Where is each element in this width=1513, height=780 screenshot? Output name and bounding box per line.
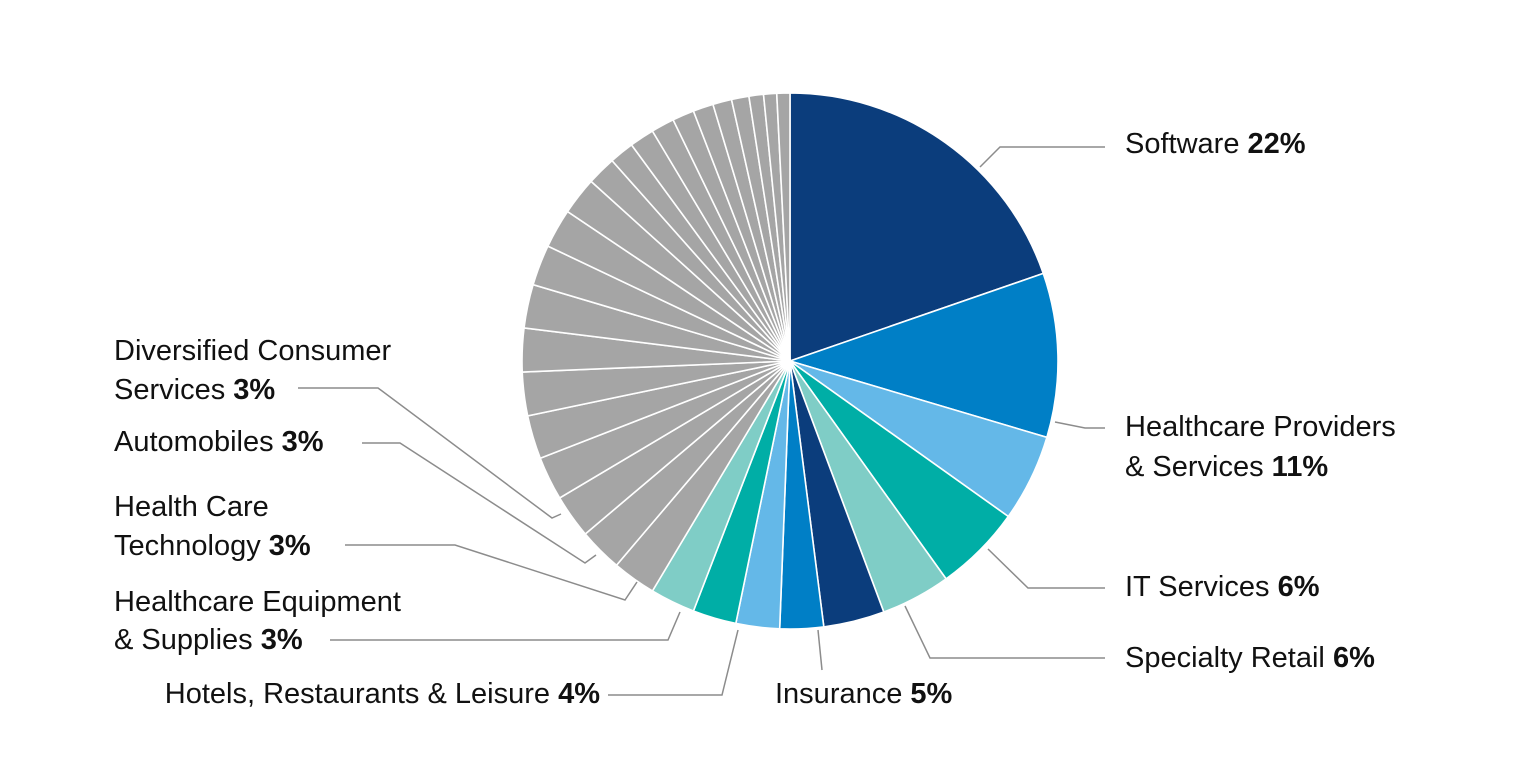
leader-lines	[298, 146, 1105, 696]
leader-line-it-services	[987, 548, 1105, 589]
label-software: Software 22%	[1125, 128, 1306, 160]
slice-healthcare-providers-and-services	[787, 272, 1059, 439]
label-percent: 4%	[558, 678, 600, 710]
leader-line-software	[979, 146, 1105, 168]
label-percent: 11%	[1272, 451, 1329, 483]
slice-software	[789, 92, 1045, 363]
label-percent: 3%	[233, 374, 275, 406]
leader-line-healthcare-equipment-and-supplies	[330, 611, 681, 641]
label-text: Healthcare Equipment	[114, 586, 401, 618]
label-percent: 3%	[282, 426, 324, 458]
label-text: Software 22%	[1125, 128, 1306, 160]
leader-line-automobiles	[362, 442, 597, 564]
label-text: Hotels, Restaurants & Leisure 4%	[165, 678, 600, 710]
label-percent: 22%	[1248, 128, 1306, 160]
leader-line-diversified-consumer-services	[298, 387, 562, 519]
leader-line-health-care-technology	[345, 544, 638, 601]
label-automobiles: Automobiles 3%	[114, 426, 324, 458]
label-healthcare-providers-and-services: Healthcare Providers & Services 11%	[1125, 411, 1396, 483]
label-text: & Services 11%	[1125, 451, 1328, 483]
label-text: Insurance 5%	[775, 678, 953, 710]
label-text: Health Care	[114, 491, 269, 523]
leader-line-hotels-restaurants-and-leisure	[608, 629, 739, 696]
label-insurance: Insurance 5%	[775, 678, 953, 710]
label-text: Diversified Consumer	[114, 335, 392, 367]
label-text: Technology 3%	[114, 530, 311, 562]
label-it-services: IT Services 6%	[1125, 571, 1320, 603]
slice-other-22	[775, 92, 791, 362]
leader-line-specialty-retail	[904, 605, 1105, 659]
leader-line-healthcare-providers-and-services	[1054, 421, 1105, 429]
label-healthcare-equipment-and-supplies: Healthcare Equipment & Supplies 3%	[114, 586, 401, 656]
label-percent: 3%	[261, 624, 303, 656]
label-text: Specialty Retail 6%	[1125, 642, 1375, 674]
label-text: Healthcare Providers	[1125, 411, 1396, 443]
label-percent: 6%	[1333, 642, 1375, 674]
slice-labels: Software 22% Healthcare Providers & Servic…	[114, 128, 1396, 710]
label-hotels-restaurants-and-leisure: Hotels, Restaurants & Leisure 4%	[165, 678, 600, 710]
label-text: IT Services 6%	[1125, 571, 1320, 603]
label-percent: 3%	[269, 530, 311, 562]
label-text: Automobiles 3%	[114, 426, 324, 458]
label-text: & Supplies 3%	[114, 624, 303, 656]
label-health-care-technology: Health Care Technology 3%	[114, 491, 311, 562]
label-specialty-retail: Specialty Retail 6%	[1125, 642, 1375, 674]
leader-line-insurance	[817, 629, 823, 671]
label-diversified-consumer-services: Diversified Consumer Services 3%	[114, 335, 392, 406]
pie-slices	[521, 92, 1059, 630]
label-percent: 6%	[1278, 571, 1320, 603]
label-percent: 5%	[910, 678, 952, 710]
label-text: Services 3%	[114, 374, 275, 406]
